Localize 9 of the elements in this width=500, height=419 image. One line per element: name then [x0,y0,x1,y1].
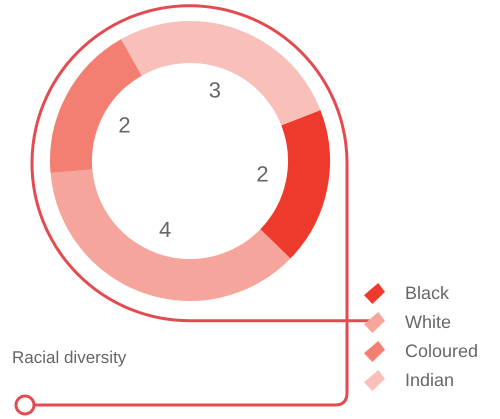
data-label: 2 [256,162,269,187]
text: Racial diversity [12,348,126,368]
data-label: 2 [118,112,131,138]
legend-label: White [405,312,452,333]
legend-label: Indian [405,370,454,391]
data-label: 4 [159,216,172,242]
data-label: 3 [208,77,221,102]
legend-label: Coloured [405,341,478,362]
legend-label: Black [405,283,450,304]
